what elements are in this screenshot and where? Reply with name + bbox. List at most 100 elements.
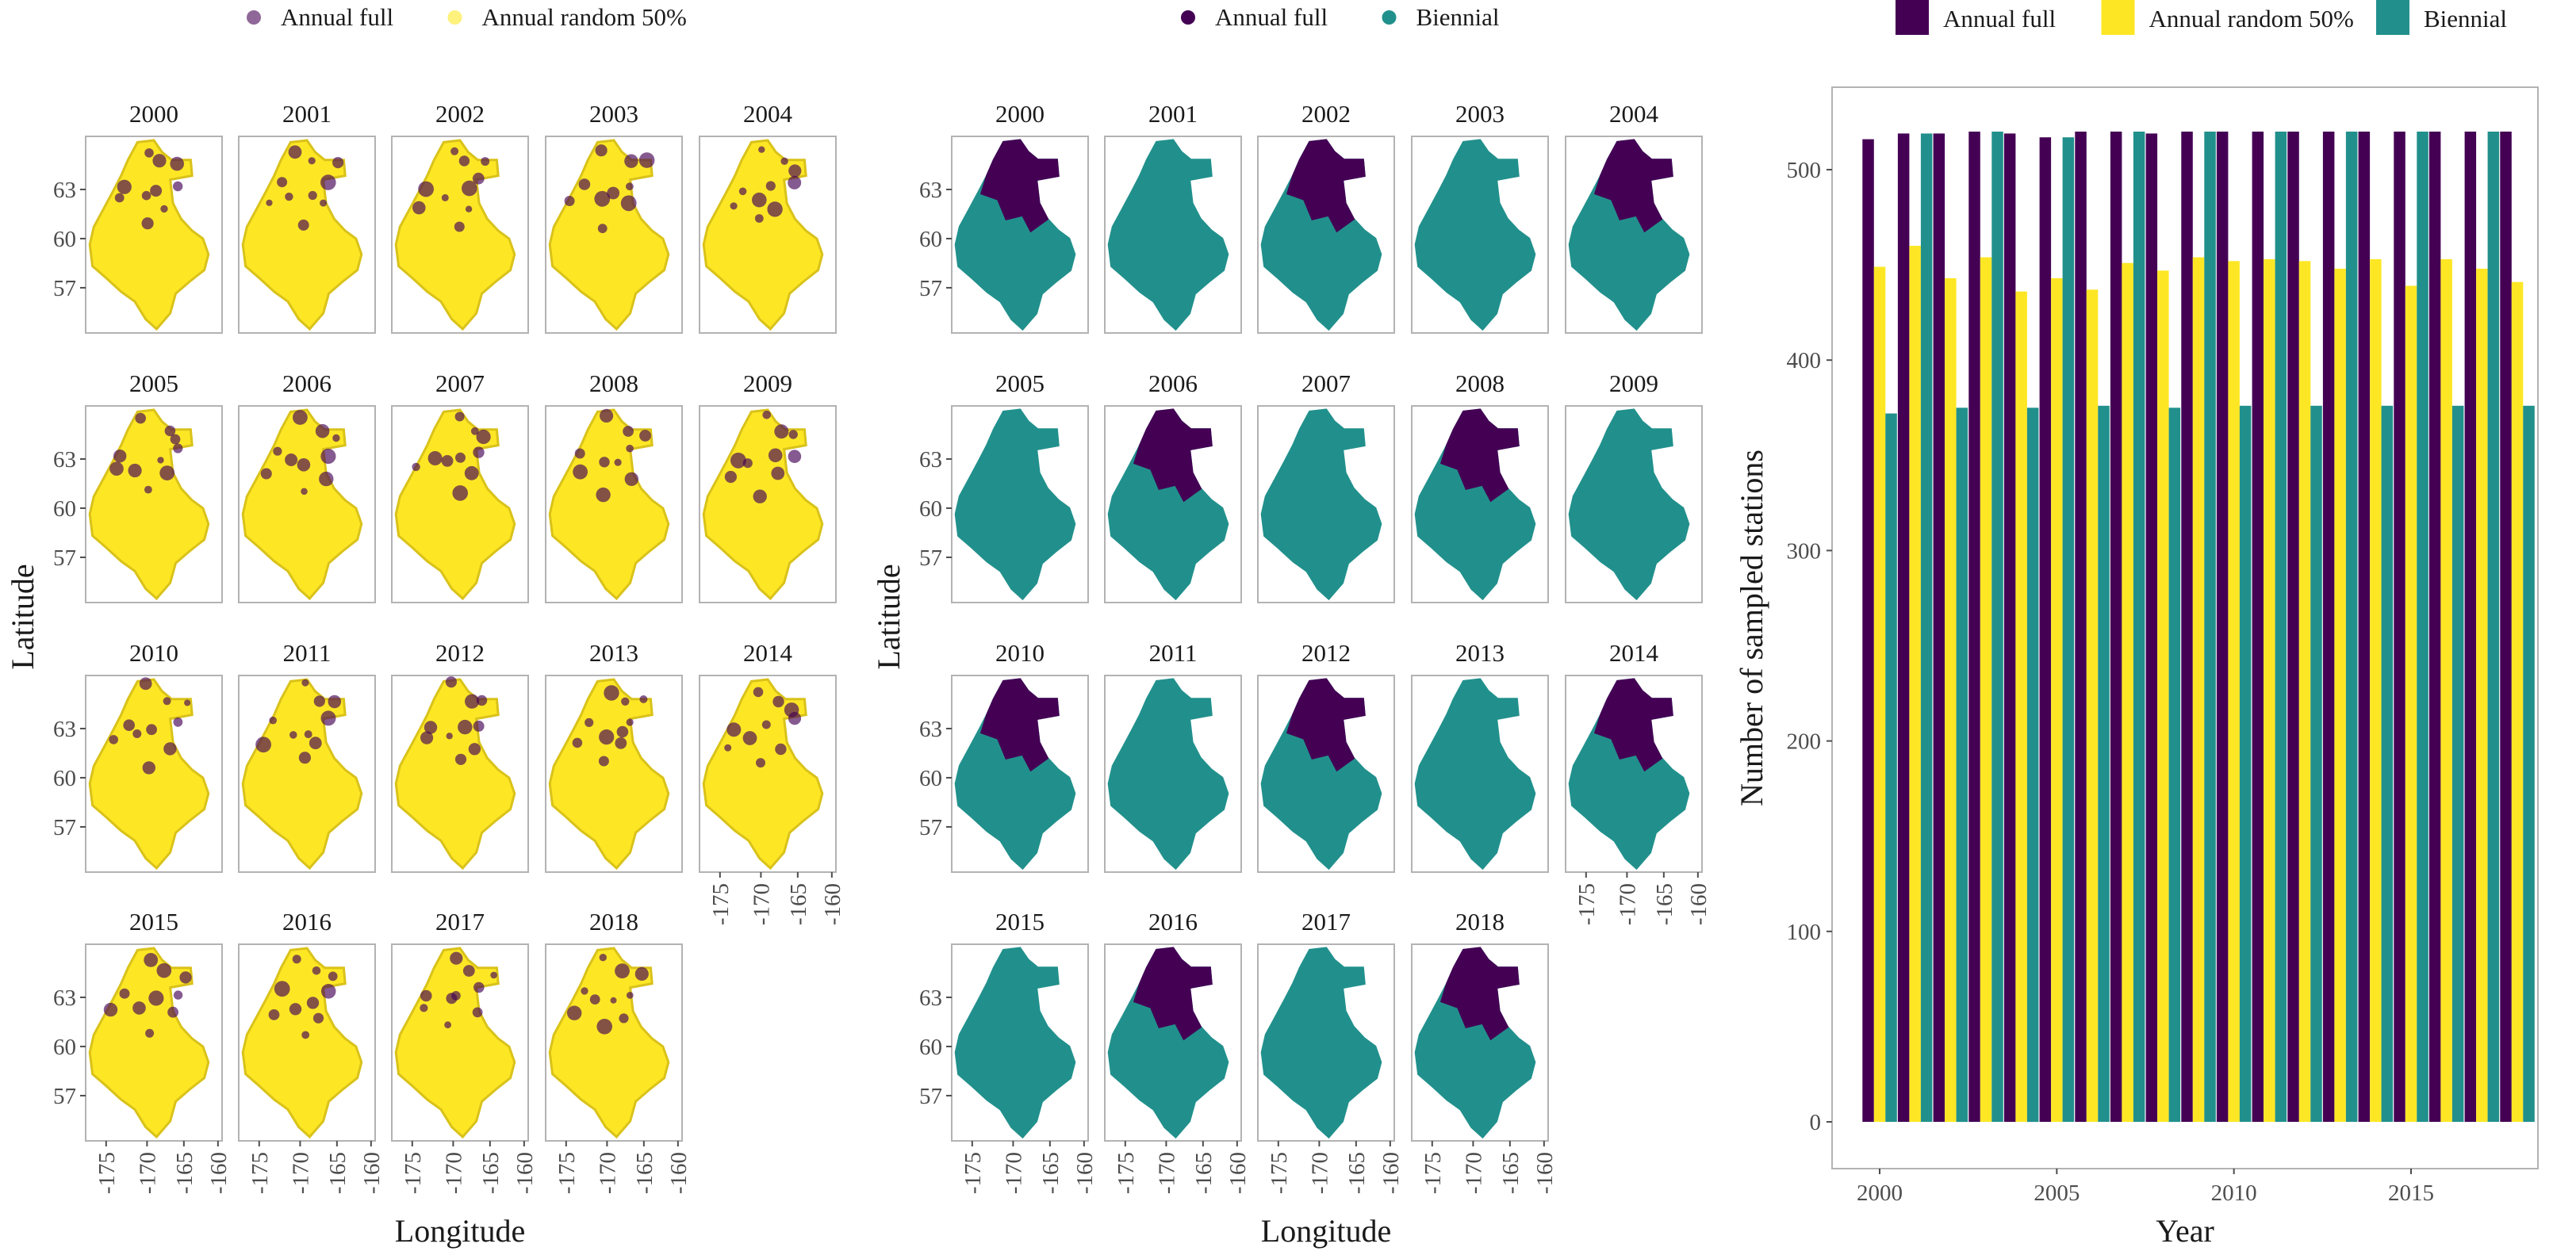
map-2006	[241, 408, 363, 601]
unsampled-station-9	[753, 489, 767, 503]
panel-title-2016: 2016	[1148, 908, 1198, 936]
bar-biennial-2004	[2026, 408, 2039, 1123]
region-annual-full	[979, 678, 1060, 772]
unsampled-station-7	[320, 199, 328, 207]
panel-title-2013: 2013	[1455, 639, 1505, 667]
unsampled-station-9	[142, 761, 155, 775]
unsampled-station-10	[626, 444, 634, 453]
unsampled-station-1	[139, 677, 152, 691]
y-tick-label: 57	[53, 276, 76, 301]
y-tick-label: 100	[1787, 920, 1822, 945]
unsampled-station-7	[775, 743, 787, 756]
bar-biennial-2003	[1991, 132, 2003, 1122]
unsampled-station-10	[173, 443, 183, 453]
unsampled-station-5	[742, 458, 753, 469]
panel-title-2008: 2008	[589, 369, 638, 397]
unsampled-station-7	[465, 205, 473, 212]
unsampled-stations	[109, 412, 183, 494]
unsampled-station-5	[594, 190, 611, 207]
unsampled-station-1	[135, 412, 146, 424]
unsampled-station-7	[472, 1007, 483, 1018]
unsampled-station-8	[567, 1005, 582, 1020]
unsampled-station-4	[117, 179, 132, 194]
unsampled-station-2	[164, 425, 176, 437]
unsampled-station-5	[599, 729, 615, 745]
unsampled-station-7	[620, 195, 637, 212]
y-tick-label: 57	[919, 1084, 942, 1109]
unsampled-station-3	[638, 152, 655, 168]
unsampled-station-3	[184, 699, 191, 706]
panel-title-2007: 2007	[435, 369, 485, 397]
region-annual-full	[1133, 408, 1213, 503]
x-tick-label: -165	[325, 1152, 351, 1194]
legend-key-2	[1382, 10, 1397, 25]
panel-title-2007: 2007	[1301, 369, 1351, 397]
legend-key-1	[247, 10, 261, 25]
bar-annual-full-2005	[2039, 137, 2052, 1123]
unsampled-stations	[573, 408, 651, 503]
x-axis-title: Longitude	[1261, 1213, 1391, 1249]
map-2005	[954, 408, 1076, 601]
bar-annual-full-2006	[2075, 132, 2087, 1122]
unsampled-station-9	[301, 1031, 310, 1039]
bar-annual-random-2008	[2157, 270, 2169, 1122]
y-tick-label: 57	[53, 815, 76, 840]
bar-annual-random-2000	[1873, 266, 1886, 1122]
bar-annual-full-2004	[2003, 133, 2016, 1122]
region-biennial	[1260, 947, 1382, 1139]
bar-biennial-2008	[2168, 408, 2181, 1123]
map-2010	[954, 678, 1076, 871]
x-tick-label: -170	[1615, 883, 1640, 925]
x-tick-label: -165	[1498, 1152, 1524, 1194]
unsampled-station-6	[462, 180, 477, 197]
unsampled-stations	[572, 685, 648, 767]
y-tick-label: 57	[919, 276, 942, 301]
bar-annual-full-2011	[2252, 132, 2264, 1122]
unsampled-station-9	[596, 1019, 612, 1035]
unsampled-station-1	[595, 144, 608, 157]
region-random-sample	[548, 947, 670, 1139]
unsampled-station-1	[450, 147, 459, 155]
bar-annual-full-2014	[2358, 132, 2371, 1122]
x-tick-label: -165	[1191, 1152, 1217, 1194]
unsampled-station-7	[160, 205, 168, 213]
y-tick-label: 57	[919, 545, 942, 571]
unsampled-station-4	[424, 721, 438, 734]
x-tick-label: -170	[288, 1152, 313, 1194]
unsampled-station-4	[427, 451, 443, 465]
map-2017	[1260, 947, 1382, 1139]
x-tick-label: -170	[1154, 1152, 1179, 1194]
panel-title-2001: 2001	[1148, 100, 1198, 128]
bar-annual-full-2018	[2500, 132, 2512, 1122]
bar-annual-full-2017	[2464, 132, 2477, 1122]
unsampled-station-9	[452, 485, 468, 501]
map-2007	[1260, 408, 1382, 601]
unsampled-station-6	[455, 452, 466, 463]
unsampled-station-8	[420, 1004, 428, 1012]
unsampled-station-8	[724, 470, 738, 484]
unsampled-station-1	[445, 676, 458, 688]
unsampled-station-4	[123, 719, 135, 731]
unsampled-station-10	[626, 718, 634, 726]
unsampled-station-9	[756, 758, 765, 768]
x-tick-label: -175	[554, 1152, 580, 1194]
map-2006	[1107, 408, 1229, 601]
x-tick-label: 2015	[2388, 1181, 2434, 1206]
map-2001	[1107, 139, 1229, 331]
legend-label-1: Annual full	[1943, 5, 2056, 33]
unsampled-station-1	[753, 687, 764, 698]
bar-biennial-2001	[1920, 133, 1933, 1122]
unsampled-station-1	[288, 145, 302, 159]
unsampled-station-2	[163, 697, 171, 706]
unsampled-station-3	[490, 971, 497, 979]
unsampled-station-2	[308, 157, 316, 165]
bar-biennial-2011	[2275, 132, 2287, 1122]
y-tick-label: 0	[1810, 1110, 1822, 1135]
unsampled-station-1	[599, 954, 607, 962]
region-annual-full	[1133, 947, 1213, 1041]
unsampled-station-8	[260, 468, 272, 480]
unsampled-station-5	[589, 994, 600, 1005]
map-2010	[88, 677, 210, 871]
unsampled-station-7	[163, 742, 177, 756]
map-2009	[1568, 408, 1690, 601]
